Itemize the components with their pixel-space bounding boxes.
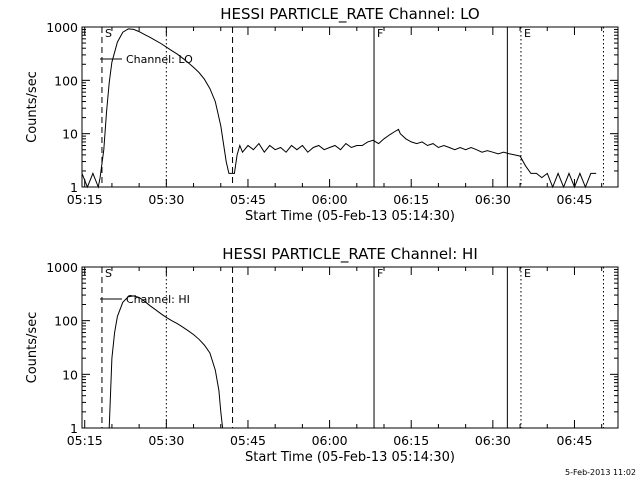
- x-tick-label: 06:30: [475, 192, 511, 207]
- x-tick-label: 06:45: [556, 192, 592, 207]
- y-tick-label: 100: [54, 73, 78, 88]
- chart-panel-lo: HESSI PARTICLE_RATE Channel: LO Start Tim…: [25, 5, 619, 224]
- x-tick-label: 05:45: [230, 433, 266, 448]
- x-axis-label: Start Time (05-Feb-13 05:14:30): [245, 209, 455, 224]
- chart-title: HESSI PARTICLE_RATE Channel: HI: [222, 245, 478, 264]
- event-marker-label: E: [524, 27, 531, 40]
- x-tick-label: 05:15: [67, 192, 103, 207]
- legend-label: Channel: HI: [126, 293, 190, 306]
- x-axis-label: Start Time (05-Feb-13 05:14:30): [245, 450, 455, 465]
- event-marker-label: S: [105, 27, 112, 40]
- event-marker-label: F: [377, 267, 383, 280]
- x-tick-label: 06:00: [312, 192, 348, 207]
- chart-title: HESSI PARTICLE_RATE Channel: LO: [220, 5, 479, 24]
- x-tick-label: 06:15: [393, 192, 429, 207]
- y-tick-label: 1: [70, 421, 78, 436]
- x-tick-label: 05:30: [148, 192, 184, 207]
- legend-label: Channel: LO: [126, 53, 193, 66]
- y-axis-label: Counts/sec: [25, 71, 40, 143]
- event-marker-label: S: [105, 267, 112, 280]
- chart-panel-hi: HESSI PARTICLE_RATE Channel: HI Start Tim…: [25, 245, 619, 465]
- x-tick-label: 06:45: [556, 433, 592, 448]
- data-series-line: [108, 295, 224, 429]
- y-tick-label: 100: [54, 314, 78, 329]
- event-marker-label: E: [524, 267, 531, 280]
- x-tick-label: 06:15: [393, 433, 429, 448]
- plot-frame: [81, 26, 619, 188]
- event-marker-label: F: [377, 27, 383, 40]
- x-tick-label: 05:15: [67, 433, 103, 448]
- y-tick-label: 1000: [46, 20, 78, 35]
- y-tick-label: 10: [62, 367, 78, 382]
- y-tick-label: 1000: [46, 260, 78, 275]
- plot-frame: [81, 266, 619, 429]
- y-tick-label: 1: [70, 180, 78, 195]
- x-tick-label: 05:45: [230, 192, 266, 207]
- y-axis-label: Counts/sec: [25, 312, 40, 384]
- y-tick-label: 10: [62, 127, 78, 142]
- print-timestamp: 5-Feb-2013 11:02: [565, 468, 636, 477]
- x-tick-label: 06:00: [312, 433, 348, 448]
- data-series-line: [81, 28, 597, 189]
- x-tick-label: 06:30: [475, 433, 511, 448]
- x-tick-label: 05:30: [148, 433, 184, 448]
